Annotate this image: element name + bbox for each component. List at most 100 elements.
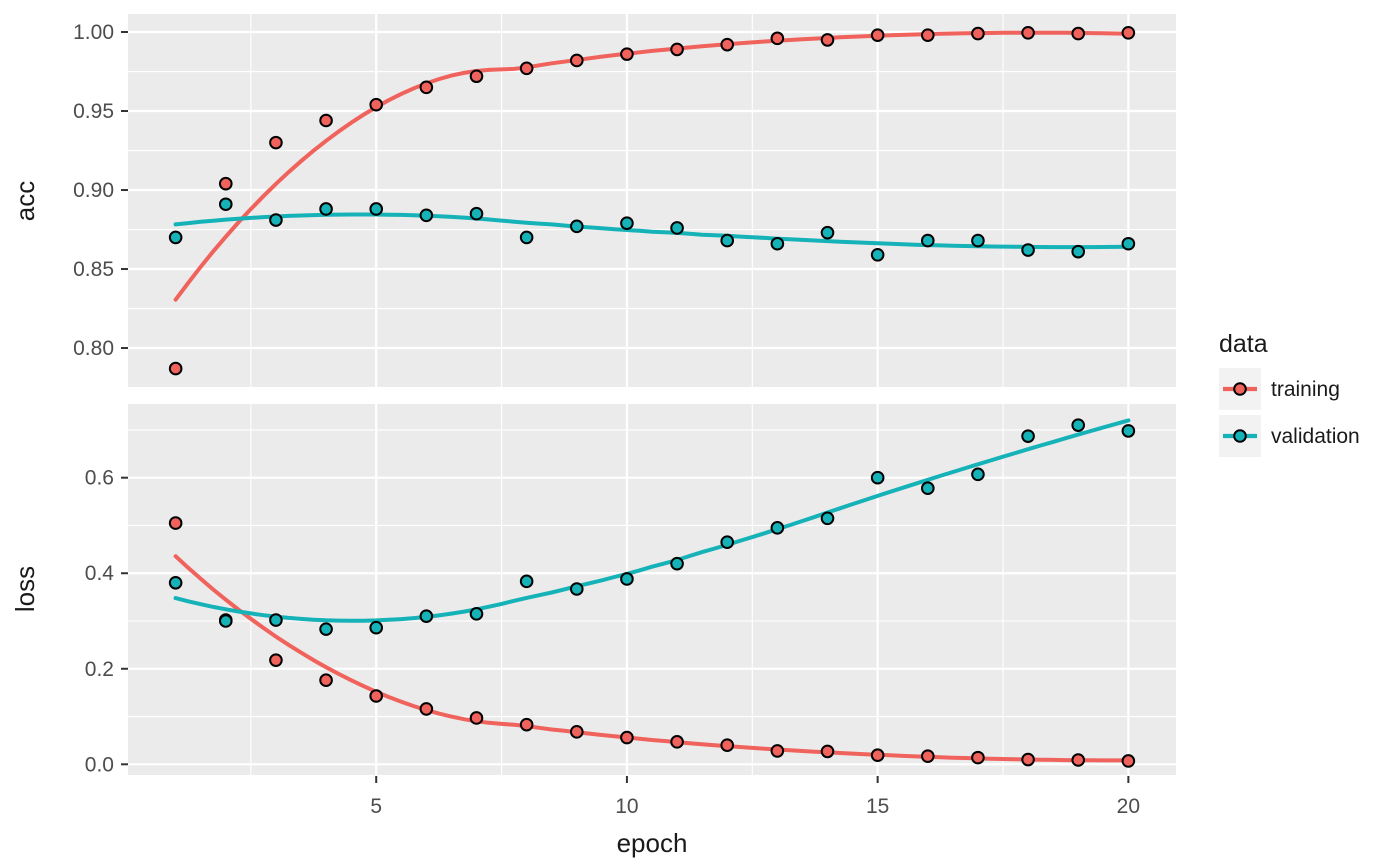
data-point-training-acc — [870, 28, 885, 42]
data-point-training-acc — [469, 69, 484, 84]
data-point-validation-loss — [469, 607, 484, 621]
data-point-training-loss — [920, 749, 935, 763]
y-tick-label: 0.4 — [85, 562, 115, 585]
data-point-validation-acc — [670, 221, 684, 235]
data-point-training-loss — [419, 702, 434, 716]
data-point-validation-acc — [720, 233, 735, 248]
data-point-training-acc — [168, 361, 183, 376]
data-point-training-loss — [870, 748, 885, 763]
panel-background — [128, 14, 1176, 388]
data-point-validation-loss — [1021, 429, 1035, 443]
series-group-loss — [168, 418, 1136, 768]
data-point-validation-loss — [620, 572, 634, 586]
data-point-validation-loss — [1121, 424, 1136, 438]
data-point-training-loss — [820, 744, 835, 759]
data-point-validation-loss — [820, 511, 835, 526]
data-point-validation-acc — [218, 197, 233, 212]
data-point-validation-loss — [319, 622, 333, 636]
data-point-training-acc — [569, 53, 584, 68]
data-point-training-acc — [1121, 26, 1136, 40]
legend-item-label: training — [1271, 378, 1340, 401]
y-tick-label: 0.95 — [73, 100, 114, 123]
data-point-training-loss — [1071, 753, 1086, 767]
legend-key-point — [1233, 429, 1247, 443]
data-point-validation-acc — [419, 208, 434, 223]
data-point-training-acc — [1071, 26, 1086, 41]
data-point-validation-acc — [269, 213, 283, 227]
y-tick-label: 0.80 — [73, 337, 114, 360]
data-point-validation-loss — [168, 575, 183, 590]
data-point-validation-acc — [319, 202, 333, 216]
legend: data training validation — [1219, 330, 1360, 457]
data-point-training-loss — [971, 750, 985, 765]
data-point-training-loss — [1121, 754, 1136, 768]
data-point-training-acc — [620, 47, 634, 61]
data-point-validation-loss — [569, 582, 584, 596]
data-point-training-acc — [720, 37, 735, 52]
data-point-validation-loss — [920, 481, 935, 496]
data-point-training-acc — [319, 113, 333, 128]
data-point-validation-acc — [620, 216, 634, 230]
data-point-validation-loss — [269, 613, 283, 627]
data-point-training-acc — [269, 135, 283, 150]
smooth-line-training-loss — [173, 554, 1131, 763]
data-point-validation-acc — [369, 202, 384, 216]
panel-acc: 1.00 0.95 0.90 0.85 0.80 — [73, 14, 1176, 389]
legend-items: training validation — [1219, 368, 1360, 457]
data-point-validation-acc — [569, 219, 584, 234]
smooth-line-training-acc — [173, 30, 1131, 302]
data-point-validation-acc — [519, 230, 534, 245]
legend-item-label: validation — [1271, 425, 1360, 448]
data-point-training-loss — [670, 735, 684, 749]
data-point-validation-acc — [1121, 236, 1136, 251]
x-tick-label: 5 — [370, 795, 382, 818]
data-point-training-loss — [319, 673, 333, 688]
data-point-validation-loss — [971, 467, 985, 482]
data-point-training-acc — [971, 26, 985, 41]
data-point-training-acc — [419, 80, 434, 95]
panel-loss: 0.6 0.4 0.2 0.0 — [85, 404, 1176, 776]
smooth-line-validation-loss — [173, 418, 1131, 623]
data-point-training-loss — [770, 744, 785, 758]
y-axis-title-loss: loss — [10, 566, 40, 612]
y-tick-label: 0.90 — [73, 179, 114, 202]
data-point-training-loss — [469, 711, 484, 725]
data-point-training-loss — [720, 738, 735, 752]
data-point-validation-loss — [770, 521, 785, 535]
data-point-validation-acc — [971, 233, 985, 248]
data-point-validation-acc — [770, 236, 785, 251]
legend-item-validation: validation — [1219, 415, 1360, 457]
data-point-validation-loss — [870, 470, 885, 485]
data-point-validation-loss — [670, 556, 684, 571]
data-point-validation-acc — [870, 248, 885, 262]
data-point-validation-loss — [720, 535, 735, 549]
data-point-validation-loss — [218, 614, 233, 628]
data-point-validation-loss — [1071, 418, 1086, 432]
data-point-training-loss — [519, 717, 534, 732]
y-tick-label: 0.6 — [85, 467, 114, 490]
data-point-validation-acc — [469, 206, 484, 221]
data-point-validation-loss — [519, 574, 534, 589]
data-point-training-loss — [269, 653, 283, 667]
data-point-validation-acc — [820, 225, 835, 240]
y-tick-label: 0.85 — [73, 258, 114, 281]
panel-background — [128, 404, 1176, 775]
x-tick-label: 15 — [866, 795, 889, 818]
x-tick-label: 10 — [615, 795, 638, 818]
y-tick-label: 0.0 — [85, 753, 114, 776]
data-point-validation-acc — [1021, 243, 1035, 257]
data-point-validation-loss — [369, 620, 384, 635]
data-point-training-acc — [1021, 26, 1035, 40]
data-point-training-acc — [670, 42, 684, 57]
y-tick-label: 1.00 — [73, 21, 114, 44]
smooth-line-validation-acc — [173, 212, 1131, 250]
legend-item-training: training — [1219, 368, 1340, 410]
data-point-training-acc — [920, 28, 935, 42]
x-tick-label: 20 — [1117, 795, 1140, 818]
x-axis-title: epoch — [617, 828, 688, 858]
data-point-training-loss — [620, 730, 634, 745]
data-point-training-loss — [168, 516, 183, 530]
y-axis-title-acc: acc — [10, 181, 40, 221]
